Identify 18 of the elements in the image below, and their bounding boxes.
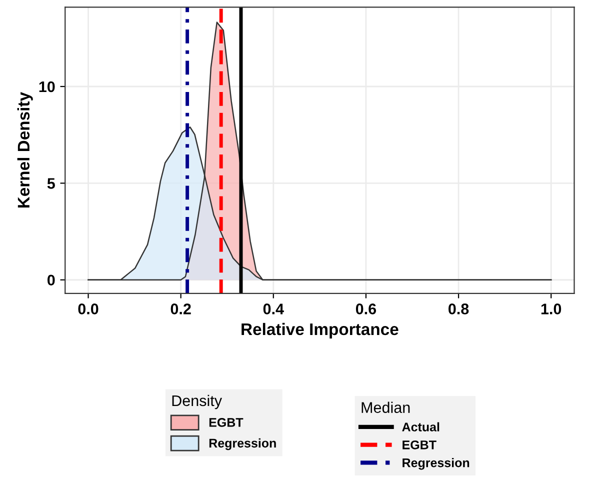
x-tick-label: 0.0 [78,304,98,314]
x-tick-label: 1.0 [541,304,562,314]
x-tick-label: 0.2 [170,304,191,314]
y-tick-label: 5 [47,178,55,189]
x-tick-label: 0.6 [356,304,376,314]
y-axis-title: Kernel Density [17,92,33,208]
legend-label: Regression [209,438,276,450]
text: Density [172,394,222,410]
legend-label: EGBT [402,440,436,450]
y-tick-label: 0 [48,274,55,286]
y-tick-label: 10 [39,81,55,92]
legend-label: Regression [402,458,470,470]
legend-label: Actual [402,422,440,432]
text: Median [362,402,410,413]
x-tick-label: 0.4 [263,304,284,314]
x-tick-label: 0.8 [448,304,469,314]
legend-label: EGBT [209,418,244,427]
x-axis-title: Relative Importance [242,322,398,338]
